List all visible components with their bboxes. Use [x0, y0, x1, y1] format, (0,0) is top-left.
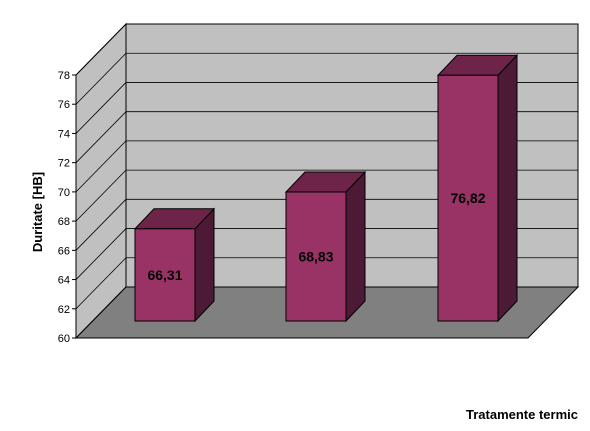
x-axis-label: Tratamente termic	[466, 407, 578, 422]
bar: 66,31	[133, 207, 216, 323]
side-gridline	[75, 286, 127, 339]
y-tick-labels: 60 62 64 66 68 70 72 74 76 78	[58, 70, 76, 345]
y-tick-label: 76	[58, 99, 70, 111]
side-gridline	[75, 228, 127, 280]
bars: 66,31 68,83 76,82	[133, 53, 519, 323]
y-tick-label: 60	[58, 333, 70, 345]
y-tick-label: 72	[58, 158, 70, 170]
data-label: 76,82	[450, 190, 485, 206]
y-tick-label: 64	[58, 275, 70, 287]
side-gridline	[75, 199, 127, 251]
side-gridline	[75, 111, 127, 163]
side-gridline	[75, 257, 127, 310]
y-tick-label: 68	[58, 216, 70, 228]
y-tick-label: 62	[58, 304, 70, 316]
y-tick-label: 70	[58, 187, 70, 199]
y-tick-label: 78	[58, 70, 70, 82]
bar-front	[134, 228, 196, 322]
bar: 76,82	[436, 53, 519, 323]
side-gridline	[75, 23, 127, 76]
bar: 68,83	[284, 170, 367, 323]
bar-front	[437, 74, 499, 322]
data-label: 66,31	[147, 267, 182, 283]
side-gridline	[75, 169, 127, 222]
side-gridline	[75, 140, 127, 193]
bar-front	[285, 191, 347, 322]
side-gridline	[75, 52, 127, 105]
data-label: 68,83	[298, 248, 333, 264]
bar-side	[345, 170, 366, 323]
side-gridline	[75, 82, 127, 134]
side-wall	[75, 22, 127, 340]
y-axis-label: Duritate [HB]	[30, 172, 45, 252]
bar-side	[497, 53, 518, 323]
y-tick-label: 66	[58, 245, 70, 257]
y-tick-label: 74	[58, 128, 70, 140]
